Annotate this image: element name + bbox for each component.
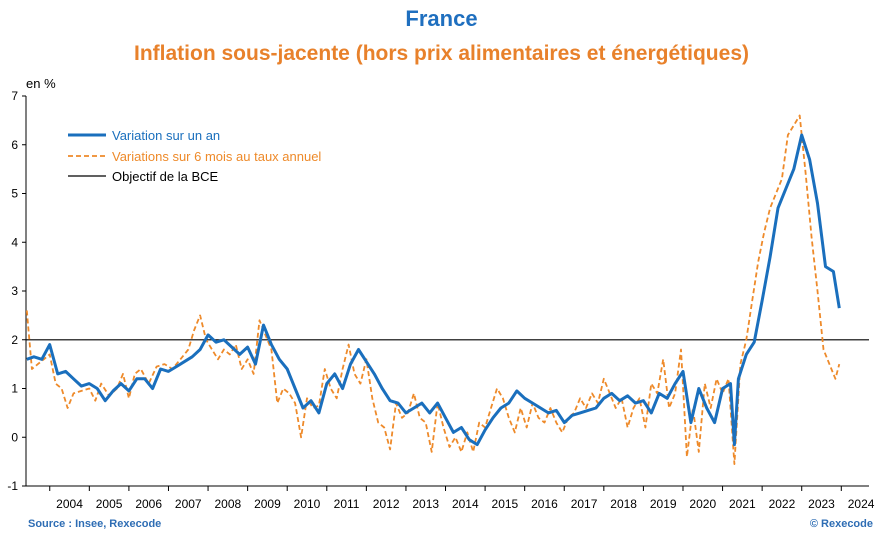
x-tick-label: 2015 — [492, 497, 519, 511]
chart-title: France — [405, 6, 478, 31]
x-tick-label: 2022 — [769, 497, 796, 511]
legend: Variation sur un an Variations sur 6 mois… — [68, 128, 321, 184]
x-tick-label: 2013 — [412, 497, 439, 511]
x-ticks: 2004 2005 2006 2007 2008 2009 2010 2011 2012 2013… — [49, 486, 875, 511]
x-tick-label: 2006 — [135, 497, 162, 511]
legend-item-target-label: Objectif de la BCE — [112, 169, 219, 184]
x-tick-label: 2021 — [729, 497, 756, 511]
x-tick-label: 2012 — [373, 497, 400, 511]
source-note: Source : Insee, Rexecode — [28, 518, 162, 530]
y-tick-label: 4 — [11, 235, 18, 249]
y-tick-label: -1 — [7, 479, 18, 493]
legend-item-annual-label: Variation sur un an — [112, 128, 220, 143]
x-tick-label: 2020 — [689, 497, 716, 511]
series-6m-line — [25, 114, 841, 465]
x-tick-label: 2007 — [175, 497, 202, 511]
y-tick-label: 6 — [11, 138, 18, 152]
series-layer — [25, 114, 869, 465]
x-tick-label: 2023 — [808, 497, 835, 511]
x-tick-label: 2004 — [56, 497, 83, 511]
x-tick-label: 2005 — [96, 497, 123, 511]
x-tick-label: 2009 — [254, 497, 281, 511]
x-tick-label: 2016 — [531, 497, 558, 511]
y-tick-label: 2 — [11, 333, 18, 347]
x-tick-label: 2010 — [294, 497, 321, 511]
x-tick-label: 2017 — [571, 497, 598, 511]
y-tick-label: 3 — [11, 284, 18, 298]
legend-item-6m-label: Variations sur 6 mois au taux annuel — [112, 149, 321, 164]
y-tick-label: 0 — [11, 430, 18, 444]
x-tick-label: 2008 — [214, 497, 241, 511]
y-tick-label: 5 — [11, 187, 18, 201]
x-tick-label: 2018 — [610, 497, 637, 511]
chart-subtitle: Inflation sous-jacente (hors prix alimen… — [134, 42, 749, 65]
x-tick-label: 2011 — [334, 497, 360, 511]
copyright-note: © Rexecode — [809, 518, 873, 530]
x-tick-label: 2019 — [650, 497, 677, 511]
y-tick-label: 1 — [11, 382, 18, 396]
series-annual-line — [26, 133, 841, 447]
y-ticks: -1 0 1 2 3 4 5 6 7 — [7, 89, 26, 493]
x-tick-label: 2014 — [452, 497, 479, 511]
x-tick-label: 2024 — [848, 497, 875, 511]
y-tick-label: 7 — [11, 89, 18, 103]
y-axis-label: en % — [26, 76, 56, 91]
